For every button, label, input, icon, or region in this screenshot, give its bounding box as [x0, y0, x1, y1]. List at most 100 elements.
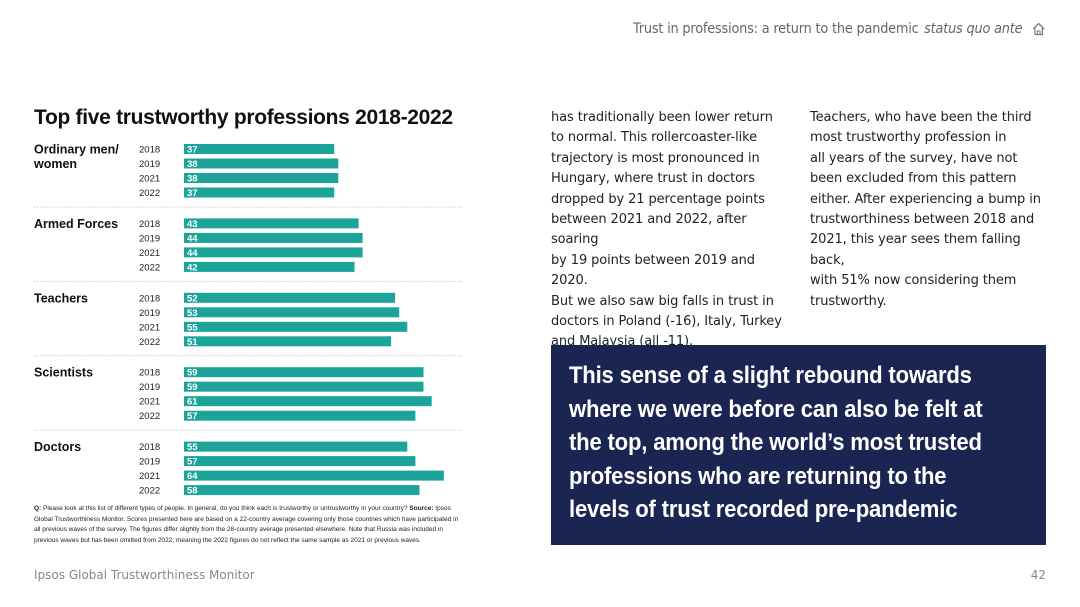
column-2-line: with 51% now considering them — [810, 273, 1017, 289]
column-1-line: to normal. This rollercoaster-like — [551, 130, 758, 146]
year-label: 2018 — [139, 293, 160, 304]
bar — [184, 321, 408, 332]
bar — [184, 396, 432, 407]
bar-value-label: 42 — [187, 262, 198, 273]
header-title: Trust in professions: a return to the pa… — [632, 21, 919, 37]
bar — [184, 232, 363, 243]
year-label: 2018 — [139, 219, 160, 230]
footnote-source-text: Ipsos Global Trustworthiness Monitor. Sc… — [34, 505, 459, 544]
bar-value-label: 44 — [187, 248, 198, 259]
column-1-line: by 19 points between 2019 and 2020. — [551, 252, 755, 289]
chart-footnote: Q: Please look at this list of different… — [34, 504, 464, 546]
year-label: 2019 — [139, 382, 160, 393]
bar-value-label: 38 — [187, 174, 198, 185]
bar — [184, 144, 335, 154]
year-label: 2021 — [139, 397, 160, 408]
home-icon[interactable] — [1031, 21, 1046, 37]
callout-line: the top, among the world’s most trusted — [569, 429, 982, 456]
year-label: 2018 — [139, 145, 160, 156]
bar-value-label: 53 — [187, 308, 198, 319]
callout-box: This sense of a slight rebound towards wh… — [551, 345, 1046, 545]
category-label: women — [33, 157, 77, 171]
bar-value-label: 57 — [187, 411, 198, 422]
column-2-line: all years of the survey, have not — [810, 150, 1018, 166]
year-label: 2021 — [139, 471, 160, 482]
year-label: 2019 — [139, 308, 160, 319]
year-label: 2021 — [139, 322, 160, 333]
category-label: Doctors — [34, 440, 81, 454]
callout-text: This sense of a slight rebound towards wh… — [569, 359, 1029, 527]
column-1-line: Hungary, where trust in doctors — [551, 171, 755, 187]
bar — [184, 470, 444, 481]
column-2-line: trustworthy. — [810, 293, 887, 309]
column-2-line: trustworthiness between 2018 and — [810, 212, 1035, 228]
year-label: 2022 — [139, 411, 160, 422]
bar-value-label: 37 — [187, 145, 198, 156]
bar-value-label: 52 — [187, 293, 198, 304]
column-2-line: either. After experiencing a bump in — [810, 191, 1041, 207]
category-label: Teachers — [34, 291, 88, 305]
year-label: 2022 — [139, 262, 160, 273]
bar-value-label: 59 — [187, 368, 198, 379]
body-text-column-1: has traditionally been lower return to no… — [551, 108, 791, 353]
bar — [184, 381, 424, 392]
column-1-line: doctors in Poland (-16), Italy, Turkey — [551, 314, 782, 330]
category-label: Scientists — [34, 366, 93, 380]
footnote-source-label: Source: — [409, 505, 434, 512]
column-2-line: been excluded from this pattern — [810, 171, 1017, 187]
footnote-question-text: Please look at this list of different ty… — [41, 505, 410, 512]
bar-value-label: 61 — [187, 397, 198, 408]
bar — [184, 307, 400, 318]
bar-value-label: 43 — [187, 219, 198, 230]
bar — [184, 158, 339, 169]
bar-value-label: 51 — [187, 337, 198, 348]
year-label: 2019 — [139, 457, 160, 468]
column-1-line: between 2021 and 2022, after soaring — [551, 212, 747, 248]
bar — [184, 292, 396, 303]
category-label: Ordinary men/ — [34, 143, 119, 157]
column-2-line: Teachers, who have been the third — [810, 110, 1032, 125]
year-label: 2022 — [139, 486, 160, 497]
footer-source: Ipsos Global Trustworthiness Monitor — [34, 568, 255, 582]
bar-value-label: 64 — [187, 471, 198, 482]
bar — [184, 456, 416, 467]
year-label: 2019 — [139, 233, 160, 244]
bar-value-label: 55 — [187, 322, 198, 333]
bar-value-label: 37 — [187, 188, 198, 199]
callout-line: professions who are returning to the — [569, 462, 947, 490]
header-title-italic: status quo ante — [923, 21, 1023, 37]
year-label: 2022 — [139, 337, 160, 348]
bar-value-label: 57 — [187, 457, 198, 468]
bar — [184, 485, 420, 496]
category-label: Armed Forces — [34, 217, 118, 231]
year-label: 2018 — [139, 442, 160, 453]
column-1-line: dropped by 21 percentage points — [551, 191, 765, 207]
bar — [184, 187, 335, 198]
page-header: Trust in professions: a return to the pa… — [633, 20, 1046, 38]
bar — [184, 261, 355, 272]
bar — [184, 336, 392, 347]
year-label: 2022 — [139, 188, 160, 199]
body-text-column-2: Teachers, who have been the third most tr… — [810, 108, 1050, 312]
year-label: 2021 — [139, 174, 160, 185]
bar — [184, 367, 424, 378]
bar-value-label: 59 — [187, 382, 198, 393]
column-1-line: has traditionally been lower return — [551, 110, 773, 125]
year-label: 2019 — [139, 159, 160, 170]
callout-line: This sense of a slight rebound towards — [569, 362, 972, 389]
callout-line: levels of trust recorded pre-pandemic — [569, 496, 958, 523]
column-2-line: 2021, this year sees them falling back, — [810, 232, 1021, 268]
bar-value-label: 38 — [187, 159, 198, 170]
bar — [184, 247, 363, 258]
footnote-question-label: Q: — [34, 505, 42, 512]
column-2-line: most trustworthy profession in — [810, 130, 1007, 146]
callout-line: where we were before can also be felt at — [569, 395, 983, 423]
bar — [184, 441, 408, 452]
bar-value-label: 44 — [187, 233, 198, 244]
bar-value-label: 58 — [187, 486, 198, 497]
page-number: 42 — [1030, 568, 1046, 582]
column-1-line: trajectory is most pronounced in — [551, 150, 760, 166]
year-label: 2021 — [139, 248, 160, 259]
bar — [184, 173, 339, 183]
